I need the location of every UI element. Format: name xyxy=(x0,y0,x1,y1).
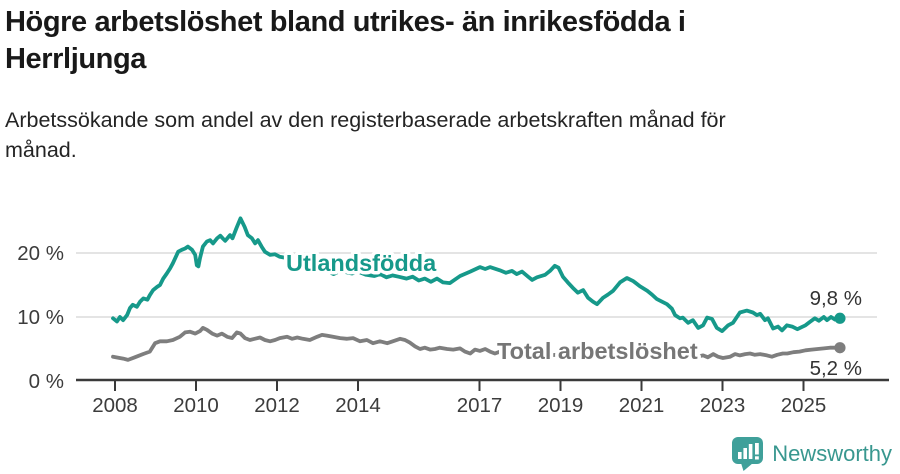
newsworthy-brand: Newsworthy xyxy=(731,436,892,471)
x-axis-tick-label: 2019 xyxy=(538,394,584,417)
y-axis-tick-label: 20 % xyxy=(17,242,64,265)
series-line-total xyxy=(111,325,842,362)
x-axis-tick-label: 2014 xyxy=(335,394,381,417)
y-axis-tick-label: 0 % xyxy=(29,370,64,393)
x-axis-tick-label: 2008 xyxy=(92,394,138,417)
x-axis-tick-label: 2010 xyxy=(173,394,219,417)
series-end-value-utlandsfodda: 9,8 % xyxy=(810,287,862,310)
series-end-dot-utlandsfodda xyxy=(834,312,846,324)
page-title: Högre arbetslöshet bland utrikes- än inr… xyxy=(5,6,686,75)
x-axis-tick-label: 2025 xyxy=(781,394,827,417)
series-label-utlandsfodda: Utlandsfödda xyxy=(286,250,437,276)
y-axis-tick-label: 10 % xyxy=(17,306,64,329)
page-subtitle: Arbetssökande som andel av den registerb… xyxy=(5,108,726,162)
series-end-value-total: 5,2 % xyxy=(810,357,862,380)
series-end-dot-total xyxy=(834,342,846,354)
x-axis-tick-label: 2023 xyxy=(700,394,746,417)
newsworthy-logo-icon xyxy=(732,437,764,471)
x-axis-tick-label: 2012 xyxy=(254,394,300,417)
series-label-total: Total arbetslöshet xyxy=(497,338,698,364)
series-line-utlandsfodda xyxy=(111,216,842,334)
newsworthy-brand-text: Newsworthy xyxy=(772,440,892,466)
x-axis-tick-label: 2021 xyxy=(619,394,665,417)
x-axis-tick-label: 2017 xyxy=(457,394,503,417)
